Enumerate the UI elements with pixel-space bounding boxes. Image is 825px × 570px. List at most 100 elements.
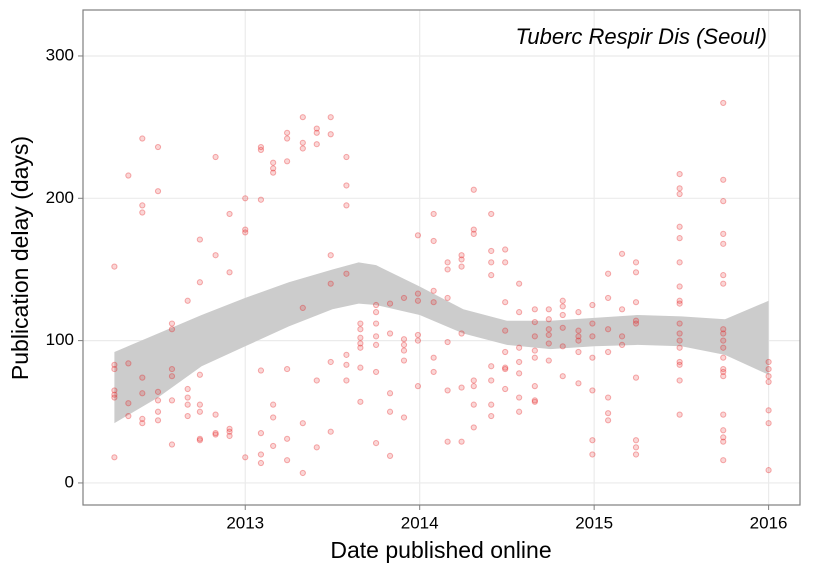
point (720, 99, 727, 107)
point (516, 309, 523, 316)
x-tick-label: 2014 (401, 513, 439, 532)
point (605, 294, 612, 302)
point (502, 364, 509, 371)
point (605, 410, 612, 417)
point (589, 387, 596, 394)
point (327, 114, 334, 121)
x-tick-label: 2015 (575, 513, 613, 532)
point (372, 368, 380, 376)
point (226, 425, 233, 432)
point (270, 159, 277, 166)
point (430, 210, 437, 218)
point (111, 391, 118, 398)
point (372, 341, 380, 348)
plot-background (83, 10, 800, 505)
point (125, 172, 132, 179)
point (444, 266, 451, 273)
point (720, 373, 727, 380)
point (386, 452, 394, 459)
point (212, 153, 219, 161)
point (605, 348, 612, 356)
x-tick-label: 2016 (750, 513, 788, 532)
point (458, 252, 465, 259)
point (257, 451, 265, 458)
point (400, 414, 408, 421)
point (444, 338, 451, 346)
point (545, 331, 552, 339)
point (313, 444, 320, 451)
point (139, 390, 146, 397)
point (343, 202, 350, 209)
point (516, 408, 523, 415)
point (313, 141, 320, 148)
point (284, 457, 291, 464)
point (720, 326, 727, 333)
point (531, 319, 538, 326)
point (444, 259, 451, 266)
confidence-band (114, 262, 769, 424)
point (531, 333, 538, 340)
point (414, 331, 422, 339)
x-axis-title: Date published online (330, 537, 551, 563)
point (559, 343, 566, 350)
point (676, 344, 683, 351)
point (430, 287, 437, 294)
point (575, 337, 582, 344)
point (111, 365, 118, 373)
point (327, 358, 334, 366)
point (184, 401, 191, 408)
point (488, 363, 495, 370)
point (196, 279, 203, 286)
point (257, 459, 265, 467)
point (470, 230, 477, 237)
point (125, 360, 132, 367)
point (765, 373, 772, 380)
point (257, 367, 265, 374)
point (414, 297, 422, 304)
point (400, 294, 408, 302)
point (531, 354, 538, 361)
point (545, 357, 552, 364)
point (154, 408, 162, 415)
point (343, 182, 350, 189)
point (589, 451, 596, 458)
point (765, 358, 772, 366)
point (284, 365, 291, 373)
point (676, 185, 683, 192)
point (618, 333, 626, 340)
point (720, 280, 727, 287)
point (545, 340, 552, 347)
point (676, 259, 683, 266)
point (488, 412, 495, 420)
point (313, 129, 320, 136)
point (488, 401, 495, 408)
point (430, 299, 437, 306)
point (605, 417, 612, 424)
point (444, 387, 451, 394)
point (632, 451, 640, 458)
point (676, 190, 683, 198)
point (589, 333, 596, 340)
point (559, 311, 566, 319)
point (414, 337, 422, 344)
point (111, 263, 118, 270)
point (531, 383, 538, 390)
point (430, 368, 437, 376)
point (242, 454, 249, 461)
y-tick-label: 0 (65, 472, 74, 491)
point (139, 374, 146, 381)
point (488, 272, 495, 279)
point (299, 145, 306, 152)
point (257, 196, 265, 203)
x-tick-label: 2013 (226, 513, 264, 532)
point (559, 324, 566, 331)
point (470, 424, 477, 431)
point (196, 236, 203, 243)
point (632, 437, 640, 444)
point (575, 333, 582, 340)
point (284, 435, 291, 442)
band-layer (114, 262, 769, 424)
point (632, 444, 640, 451)
point (184, 297, 191, 304)
point (270, 169, 277, 176)
